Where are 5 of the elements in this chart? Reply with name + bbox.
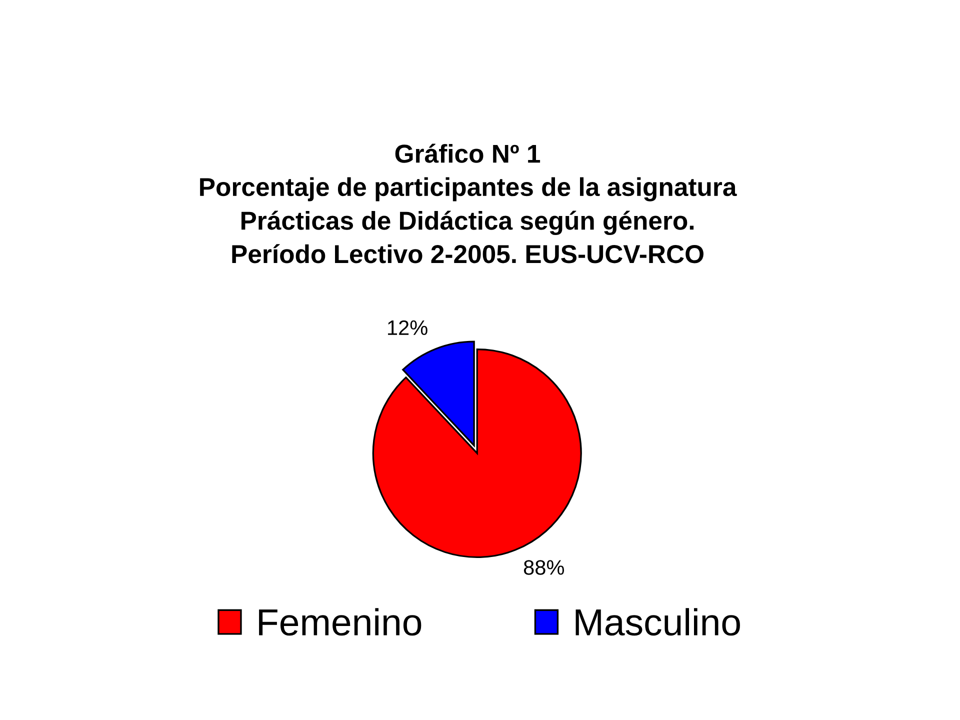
chart-title: Gráfico Nº 1 Porcentaje de participantes de la asignatura Prácticas de Didáctica según género. Período Lectivo 2-2005. EUS-UCV-RCO bbox=[200, 144, 737, 264]
data-label: 88% bbox=[524, 560, 564, 575]
data-label: 12% bbox=[388, 320, 428, 336]
legend-label: Femenino bbox=[259, 608, 422, 636]
legend-label: Masculino bbox=[576, 608, 740, 636]
